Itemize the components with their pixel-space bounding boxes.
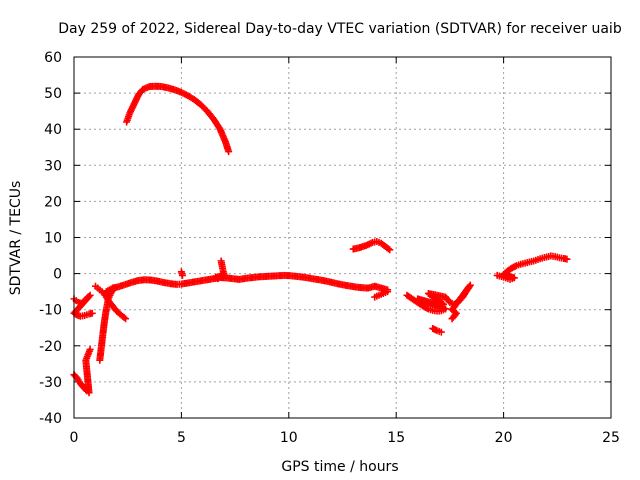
series-mid-arc	[349, 237, 394, 254]
data-point	[120, 314, 128, 322]
data-point	[384, 288, 392, 296]
x-tick-label: 15	[387, 430, 405, 446]
data-point	[225, 148, 233, 156]
data-point	[122, 315, 130, 323]
series-early-low	[70, 345, 94, 397]
axis-ticks: 0 5 10 15 20 25 -40 -30 -20 -10 0 10 20 30 40 50 60	[39, 50, 620, 446]
y-tick-label: -20	[39, 339, 62, 355]
data-point	[386, 246, 394, 254]
series-early-rise	[96, 284, 130, 364]
x-tick-label: 5	[177, 430, 186, 446]
x-tick-label: 25	[602, 430, 620, 446]
series-early-gap	[91, 282, 110, 299]
y-tick-label: 60	[44, 50, 62, 66]
series-tail-15	[371, 288, 392, 301]
series-main-band	[102, 271, 392, 296]
data-point	[88, 309, 96, 317]
x-tick-label: 10	[280, 430, 298, 446]
data-point	[563, 255, 571, 263]
data-point	[102, 291, 110, 299]
series-low-blip	[429, 324, 445, 336]
data-point	[178, 271, 186, 279]
data-point	[384, 245, 392, 253]
series-late-rise	[493, 252, 571, 283]
y-tick-label: -30	[39, 375, 62, 391]
y-tick-label: 0	[53, 267, 62, 283]
data-points	[70, 82, 571, 397]
y-tick-label: 10	[44, 231, 62, 247]
x-tick-label: 0	[70, 430, 79, 446]
data-point	[437, 328, 445, 336]
grid	[74, 57, 611, 418]
y-tick-label: 30	[44, 158, 62, 174]
data-point	[448, 315, 456, 323]
y-tick-label: 50	[44, 86, 62, 102]
y-tick-label: -40	[39, 411, 62, 427]
y-axis-title: SDTVAR / TECUs	[8, 181, 24, 296]
series-arc-high	[123, 82, 233, 156]
data-point	[449, 313, 457, 321]
series-spikes	[177, 257, 228, 283]
x-tick-label: 20	[495, 430, 513, 446]
plot-frame	[73, 56, 612, 419]
x-axis-title: GPS time / hours	[281, 459, 398, 475]
y-tick-label: -10	[39, 303, 62, 319]
y-tick-label: 40	[44, 122, 62, 138]
series-cluster-16-18	[403, 281, 474, 323]
data-point	[214, 275, 222, 283]
chart-title: Day 259 of 2022, Sidereal Day-to-day VTE…	[58, 21, 622, 37]
data-point	[86, 345, 94, 353]
y-tick-label: 20	[44, 194, 62, 210]
